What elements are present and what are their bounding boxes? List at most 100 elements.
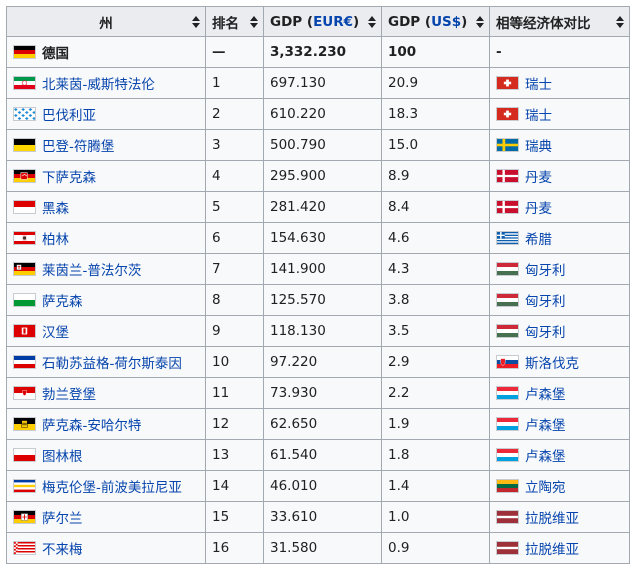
state-name[interactable]: 图林根 xyxy=(42,449,83,465)
bavaria-flag-icon xyxy=(13,107,36,121)
gdp-usd-cell: 100 xyxy=(381,36,490,68)
state-name: 德国 xyxy=(42,46,69,62)
comparable-cell: 丹麦 xyxy=(489,191,630,223)
rank-cell: 12 xyxy=(205,408,264,440)
usd-link[interactable]: US$ xyxy=(431,13,462,30)
header-gdp-eur-prefix: GDP ( xyxy=(270,13,314,30)
table-row: 巴伐利亚 2 610.220 18.3 瑞士 xyxy=(6,98,630,130)
gdp-eur-cell: 97.220 xyxy=(263,346,382,378)
eur-link[interactable]: EUR€ xyxy=(313,13,354,30)
comparable-name[interactable]: 卢森堡 xyxy=(525,449,566,465)
bremen-flag-icon xyxy=(13,541,36,555)
comparable-name[interactable]: 希腊 xyxy=(525,232,552,248)
table-row: 萨尔兰 15 33.610 1.0 拉脱维亚 xyxy=(6,501,630,533)
sort-arrows-icon xyxy=(476,15,484,28)
gdp-usd-cell: 18.3 xyxy=(381,98,490,130)
gdp-eur-cell: 73.930 xyxy=(263,377,382,409)
state-cell: 图林根 xyxy=(6,439,206,471)
gdp-usd-cell: 3.5 xyxy=(381,315,490,347)
thuringia-flag-icon xyxy=(13,448,36,462)
state-name[interactable]: 黑森 xyxy=(42,201,69,217)
state-cell: 黑森 xyxy=(6,191,206,223)
comparable-name[interactable]: 瑞士 xyxy=(525,77,552,93)
sort-header-gdp-usd[interactable]: GDP (US$) xyxy=(381,6,490,37)
gdp-eur-cell: 118.130 xyxy=(263,315,382,347)
state-cell: 萨克森-安哈尔特 xyxy=(6,408,206,440)
state-name[interactable]: 北莱茵-威斯特法伦 xyxy=(42,77,155,93)
switzerland-flag-icon xyxy=(496,107,519,121)
comparable-name[interactable]: 匈牙利 xyxy=(525,325,566,341)
comparable-name[interactable]: 斯洛伐克 xyxy=(525,356,579,372)
comparable-name[interactable]: 丹麦 xyxy=(525,170,552,186)
comparable-name[interactable]: 拉脱维亚 xyxy=(525,511,579,527)
state-name[interactable]: 萨尔兰 xyxy=(42,511,83,527)
sort-header-state[interactable]: 州 xyxy=(6,6,206,37)
sort-header-gdp-eur[interactable]: GDP (EUR€) xyxy=(263,6,382,37)
gdp-eur-cell: 3,332.230 xyxy=(263,36,382,68)
comparable-name[interactable]: 匈牙利 xyxy=(525,294,566,310)
state-name[interactable]: 勃兰登堡 xyxy=(42,387,96,403)
state-cell: 莱茵兰-普法尔茨 xyxy=(6,253,206,285)
state-name[interactable]: 萨克森-安哈尔特 xyxy=(42,418,142,434)
comparable-name[interactable]: 卢森堡 xyxy=(525,387,566,403)
state-name[interactable]: 莱茵兰-普法尔茨 xyxy=(42,263,142,279)
table-row: 巴登-符腾堡 3 500.790 15.0 瑞典 xyxy=(6,129,630,161)
gdp-usd-cell: 1.9 xyxy=(381,408,490,440)
header-state-label: 州 xyxy=(99,15,113,32)
state-cell: 巴登-符腾堡 xyxy=(6,129,206,161)
state-cell: 巴伐利亚 xyxy=(6,98,206,130)
sort-arrows-icon xyxy=(250,15,258,28)
saxony-flag-icon xyxy=(13,293,36,307)
comparable-name[interactable]: 瑞典 xyxy=(525,139,552,155)
state-name[interactable]: 巴伐利亚 xyxy=(42,108,96,124)
germany-flag-icon xyxy=(13,45,36,59)
state-cell: 德国 xyxy=(6,36,206,68)
gdp-usd-cell: 1.4 xyxy=(381,470,490,502)
comparable-name[interactable]: 拉脱维亚 xyxy=(525,542,579,558)
sort-arrows-icon xyxy=(616,15,624,28)
rank-cell: 11 xyxy=(205,377,264,409)
gdp-usd-cell: 15.0 xyxy=(381,129,490,161)
gdp-usd-cell: 3.8 xyxy=(381,284,490,316)
slovakia-flag-icon xyxy=(496,355,519,369)
sort-header-comparable[interactable]: 相等经济体对比 xyxy=(489,6,630,37)
state-name[interactable]: 柏林 xyxy=(42,232,69,248)
gdp-eur-cell: 295.900 xyxy=(263,160,382,192)
sort-header-rank[interactable]: 排名 xyxy=(205,6,264,37)
table-row: 萨克森 8 125.570 3.8 匈牙利 xyxy=(6,284,630,316)
state-cell: 萨克森 xyxy=(6,284,206,316)
comparable-name[interactable]: 匈牙利 xyxy=(525,263,566,279)
gdp-eur-cell: 31.580 xyxy=(263,532,382,564)
comparable-name[interactable]: 瑞士 xyxy=(525,108,552,124)
rank-cell: 15 xyxy=(205,501,264,533)
comparable-name[interactable]: 卢森堡 xyxy=(525,418,566,434)
latvia-flag-icon xyxy=(496,541,519,555)
comparable-cell: 匈牙利 xyxy=(489,284,630,316)
state-name[interactable]: 下萨克森 xyxy=(42,170,96,186)
comparable-name[interactable]: 丹麦 xyxy=(525,201,552,217)
header-row: 州 排名 GDP (EUR€) GDP (US$) 相等经济体对比 xyxy=(6,6,630,37)
state-name[interactable]: 不来梅 xyxy=(42,542,83,558)
state-name[interactable]: 梅克伦堡-前波美拉尼亚 xyxy=(42,480,182,496)
state-name[interactable]: 巴登-符腾堡 xyxy=(42,139,115,155)
denmark-flag-icon xyxy=(496,200,519,214)
comparable-cell: 立陶宛 xyxy=(489,470,630,502)
rank-cell: 1 xyxy=(205,67,264,99)
state-name[interactable]: 石勒苏益格-荷尔斯泰因 xyxy=(42,356,182,372)
sort-arrows-icon xyxy=(368,15,376,28)
state-cell: 下萨克森 xyxy=(6,160,206,192)
state-cell: 汉堡 xyxy=(6,315,206,347)
gdp-eur-cell: 46.010 xyxy=(263,470,382,502)
table-row: 图林根 13 61.540 1.8 卢森堡 xyxy=(6,439,630,471)
sa-flag-icon xyxy=(13,417,36,431)
bw-flag-icon xyxy=(13,138,36,152)
rank-cell: 8 xyxy=(205,284,264,316)
rank-cell: 5 xyxy=(205,191,264,223)
comparable-cell: 丹麦 xyxy=(489,160,630,192)
comparable-cell: 卢森堡 xyxy=(489,377,630,409)
state-name[interactable]: 萨克森 xyxy=(42,294,83,310)
gdp-usd-cell: 20.9 xyxy=(381,67,490,99)
state-name[interactable]: 汉堡 xyxy=(42,325,69,341)
comparable-name[interactable]: 立陶宛 xyxy=(525,480,566,496)
brandenburg-flag-icon xyxy=(13,386,36,400)
